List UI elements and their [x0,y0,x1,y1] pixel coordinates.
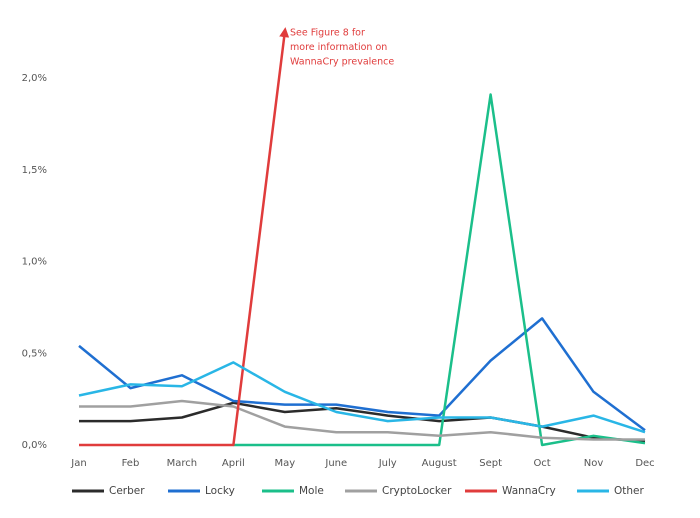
legend: Cerber Locky Mole CryptoLocker WannaCry Other [72,485,644,497]
annotation-text: See Figure 8 for [290,28,365,39]
series-line [79,399,645,441]
x-tick-label: Jan [70,458,86,469]
series-line [78,361,646,434]
x-tick-label: Feb [122,458,140,469]
y-tick-label: 2,0% [22,73,47,84]
lines [78,27,646,447]
series-line [79,401,646,443]
legend-label: Mole [299,485,324,497]
series-line [78,317,646,432]
y-tick-label: 1,0% [22,257,47,268]
series-line [79,27,290,447]
x-tick-label: Dec [635,458,654,469]
series-line [233,93,646,447]
annotation: See Figure 8 for more information on Wanna… [290,28,394,68]
legend-label: Other [614,485,644,497]
x-tick-label: April [222,458,245,469]
x-tick-label: May [274,458,295,469]
x-tick-label: Nov [584,458,604,469]
legend-label: CryptoLocker [382,485,452,497]
annotation-text: more information on [290,42,387,53]
legend-label: WannaCry [502,485,556,497]
y-tick-label: 1,5% [22,165,47,176]
x-tick-label: Oct [533,458,550,469]
axes: 0,0% 0,5% 1,0% 1,5% 2,0% Jan Feb March April May J… [22,73,655,469]
x-tick-label: June [324,458,347,469]
x-tick-label: Sept [479,458,502,469]
x-tick-label: August [422,458,457,469]
x-tick-label: July [378,458,397,469]
annotation-text: WannaCry prevalence [290,57,394,68]
y-tick-label: 0,0% [22,440,47,451]
x-tick-label: March [167,458,197,469]
legend-label: Cerber [109,485,145,497]
legend-label: Locky [205,485,235,497]
y-tick-label: 0,5% [22,348,47,359]
